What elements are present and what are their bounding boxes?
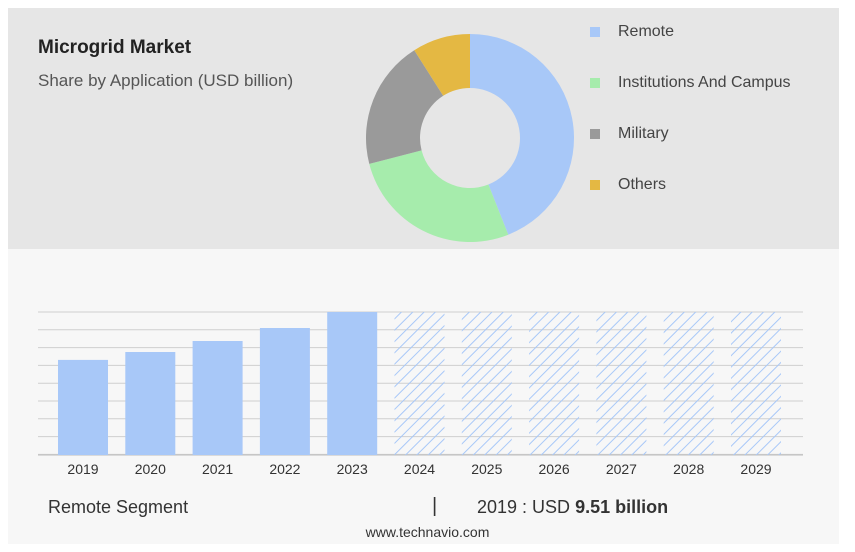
watermark-link[interactable]: www.technavio.com — [365, 524, 490, 540]
x-tick-2021: 2021 — [202, 461, 233, 477]
donut-slice-institutions-and-campus — [369, 150, 509, 243]
donut-slice-others — [414, 34, 470, 96]
legend-swatch — [590, 129, 600, 139]
x-tick-2020: 2020 — [135, 461, 166, 477]
legend-swatch — [590, 27, 600, 37]
x-tick-2029: 2029 — [740, 461, 771, 477]
legend-label: Remote — [618, 23, 675, 40]
chart-title: Microgrid Market — [38, 37, 192, 58]
x-tick-2025: 2025 — [471, 461, 502, 477]
x-tick-2028: 2028 — [673, 461, 704, 477]
legend-swatch — [590, 78, 600, 88]
donut-slice-military — [366, 50, 444, 164]
bar-2027 — [596, 312, 647, 455]
legend-label: Military — [618, 125, 669, 142]
legend-label: Others — [618, 176, 667, 193]
x-tick-2027: 2027 — [606, 461, 637, 477]
bar-2029 — [731, 312, 781, 455]
x-tick-2022: 2022 — [269, 461, 300, 477]
bar-2020 — [125, 352, 176, 455]
x-tick-2019: 2019 — [67, 461, 98, 477]
legend-swatch — [590, 180, 600, 190]
bar-2021 — [192, 341, 243, 455]
bar-2024 — [394, 312, 445, 455]
x-tick-2024: 2024 — [404, 461, 435, 477]
legend-item-institutions-and-campus: Institutions And Campus — [590, 71, 830, 95]
bar-2028 — [663, 312, 714, 455]
bar-2022 — [259, 328, 310, 455]
legend-item-remote: Remote — [590, 20, 830, 44]
legend-label: Institutions And Campus — [618, 74, 791, 91]
bar-2026 — [529, 312, 580, 455]
chart-subtitle: Share by Application (USD billion) — [38, 71, 294, 90]
legend-item-military: Military — [590, 122, 830, 146]
bar-2019 — [58, 359, 108, 455]
legend-item-others: Others — [590, 173, 830, 197]
segment-label: Remote Segment — [48, 497, 189, 517]
donut-chart — [366, 34, 575, 243]
segment-value: 2019 : USD 9.51 billion — [477, 497, 668, 518]
segment-value-amount: 9.51 billion — [575, 497, 669, 517]
segment-value-prefix: 2019 : USD — [477, 497, 571, 517]
footer-divider: | — [432, 495, 438, 517]
x-tick-2023: 2023 — [337, 461, 368, 477]
bar-2025 — [461, 312, 512, 455]
x-tick-2026: 2026 — [539, 461, 570, 477]
bar-2023 — [327, 312, 378, 455]
donut-slice-remote — [470, 34, 575, 235]
